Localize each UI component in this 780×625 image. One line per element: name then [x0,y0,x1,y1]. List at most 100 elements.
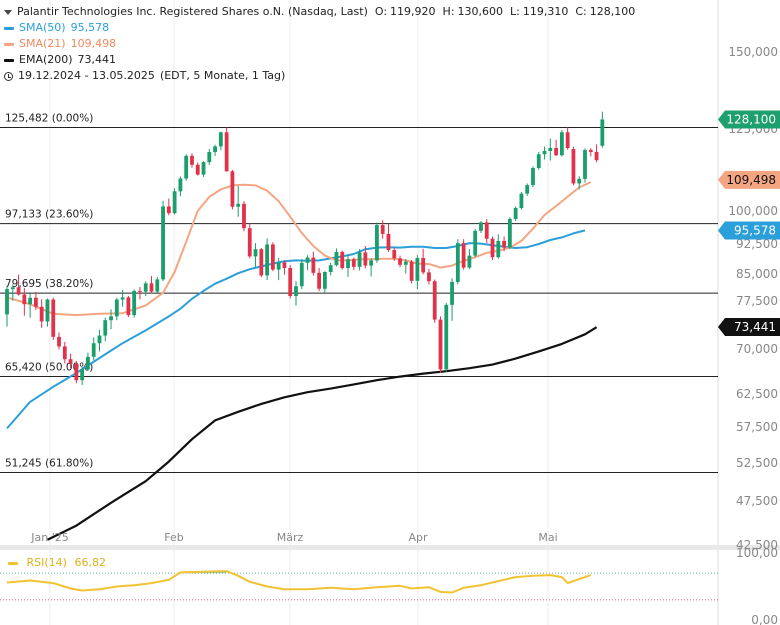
candle-down [554,148,558,156]
candle-up [276,262,281,270]
candle-up [253,249,258,257]
candle-down [259,249,264,276]
y-tick-label: 85,000 [736,267,778,281]
candle-down [571,149,576,184]
candle-up [184,155,189,179]
candle-down [62,346,67,360]
close-label: C: [575,5,587,18]
candle-up [444,304,449,370]
candle-down [242,203,246,229]
candle-up [207,151,212,163]
legend-ema200[interactable]: EMA(200) 73,441 [4,52,635,68]
ema200-series [47,326,598,541]
rsi-line [6,570,592,594]
sma21-value: 109,498 [70,37,117,50]
candle-down [351,259,356,267]
candle-up [496,240,501,258]
price-tag: 128,100 [726,112,776,126]
candle-down [311,257,316,273]
candle-down [588,149,593,152]
candle-down [230,171,235,207]
close-value: 128,100 [589,5,636,18]
candle-down [288,268,293,296]
candle-down [340,252,345,268]
candle-down [380,225,385,234]
candle-down [565,132,570,149]
candle-up [178,178,183,192]
candle-up [305,257,310,263]
range-info: (EDT, 5 Monate, 1 Tag) [159,69,286,82]
candle-up [28,297,33,305]
y-tick-label: 150,000 [728,45,778,59]
sma21-swatch [4,42,14,46]
candle-up [45,299,50,322]
date-range-row: 19.12.2024 - 13.05.2025 (EDT, 5 Monate, … [4,68,635,84]
candle-down [398,258,402,265]
candle-up [86,356,90,370]
candle-down [166,206,171,214]
candle-down [149,283,154,292]
candle-up [299,262,304,287]
y-tick-label: 52,500 [736,456,778,470]
x-tick-label: Mai [538,531,557,544]
candle-up [334,252,339,266]
candle-up [10,287,15,290]
candle-down [386,233,391,250]
candle-down [438,319,443,370]
candle-up [103,320,108,336]
candle-up [143,283,148,292]
candle-up [80,369,85,381]
legend-sma21[interactable]: SMA(21) 109,498 [4,36,635,52]
candle-up [513,208,518,219]
candle-down [490,238,495,258]
candle-down [247,228,252,257]
candle-up [559,132,564,156]
candle-down [282,262,287,268]
sma21-line [6,181,592,317]
candle-down [126,297,131,316]
y-tick-label: 92,500 [736,237,778,251]
rsi-panel: 100,00 0,00 [0,546,778,625]
sma50-series [6,229,586,430]
candle-up [328,265,333,272]
x-tick-label: Jan '25 [30,531,68,544]
rsi-legend[interactable]: RSI(14) 66,82 [8,556,106,569]
sma21-tag: 109,498 [726,173,776,187]
chevron-down-icon[interactable] [4,9,12,15]
candle-up [577,178,582,184]
candle-up [519,193,524,209]
candle-up [218,132,223,147]
y-axis: 150,000125,000100,00092,50085,00077,5007… [728,45,778,552]
candle-up [375,225,379,261]
price-tag-bg [718,110,780,129]
candle-up [479,222,483,231]
title-row: Palantir Technologies Inc. Registered Sh… [4,4,635,20]
candlesticks [5,111,605,385]
candle-up [455,243,460,282]
sma21-tag-bg [718,170,780,189]
candle-up [201,162,206,175]
candle-up [120,297,125,300]
candle-up [155,279,160,292]
candle-down [68,359,73,364]
candle-up [525,185,530,194]
value-tags: 128,100 109,498 95,578 73,441 [718,110,780,336]
candle-down [270,244,275,270]
candle-down [57,336,61,347]
legend-sma50[interactable]: SMA(50) 95,578 [4,20,635,36]
candle-up [507,218,512,248]
candle-down [421,258,426,273]
candle-up [548,148,553,151]
candle-up [265,244,269,276]
rsi-swatch [8,561,18,565]
candle-up [531,168,535,186]
candle-up [97,335,102,344]
candle-up [357,252,362,267]
y-tick-label: 70,000 [736,342,778,356]
candle-up [294,286,298,296]
candle-down [484,222,489,239]
sma50-swatch [4,26,14,30]
fib-label: 65,420 (50.00%) [5,361,93,373]
candle-up [109,316,113,321]
